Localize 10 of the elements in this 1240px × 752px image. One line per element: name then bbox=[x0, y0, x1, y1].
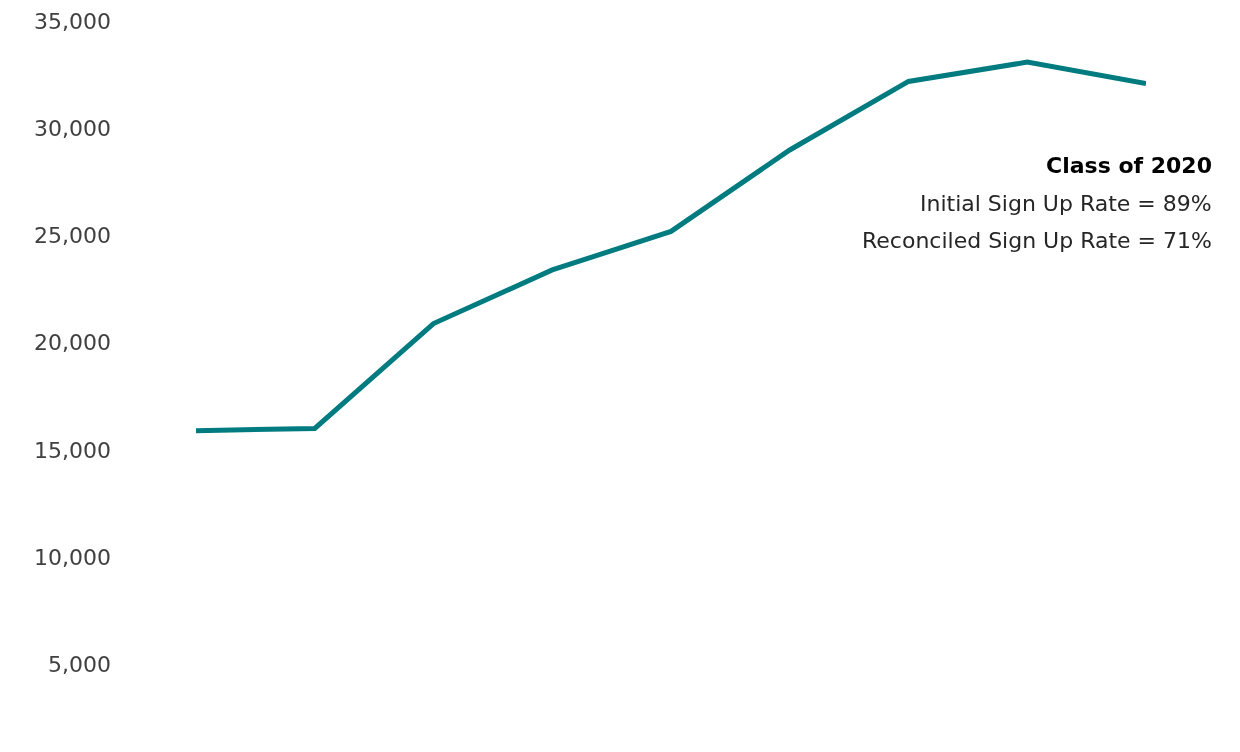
y-tick-label: 15,000 bbox=[34, 437, 111, 463]
y-tick-label: 5,000 bbox=[48, 651, 111, 677]
y-tick-label: 25,000 bbox=[34, 223, 111, 249]
y-tick-label: 10,000 bbox=[34, 544, 111, 570]
annotation: Initial Sign Up Rate = 89% bbox=[920, 191, 1212, 216]
y-tick-label: 20,000 bbox=[34, 330, 111, 356]
y-tick-label: 30,000 bbox=[34, 116, 111, 142]
annotation: Reconciled Sign Up Rate = 71% bbox=[862, 228, 1212, 253]
y-tick-label: 35,000 bbox=[34, 9, 111, 35]
annotation: Class of 2020 bbox=[1046, 153, 1212, 178]
